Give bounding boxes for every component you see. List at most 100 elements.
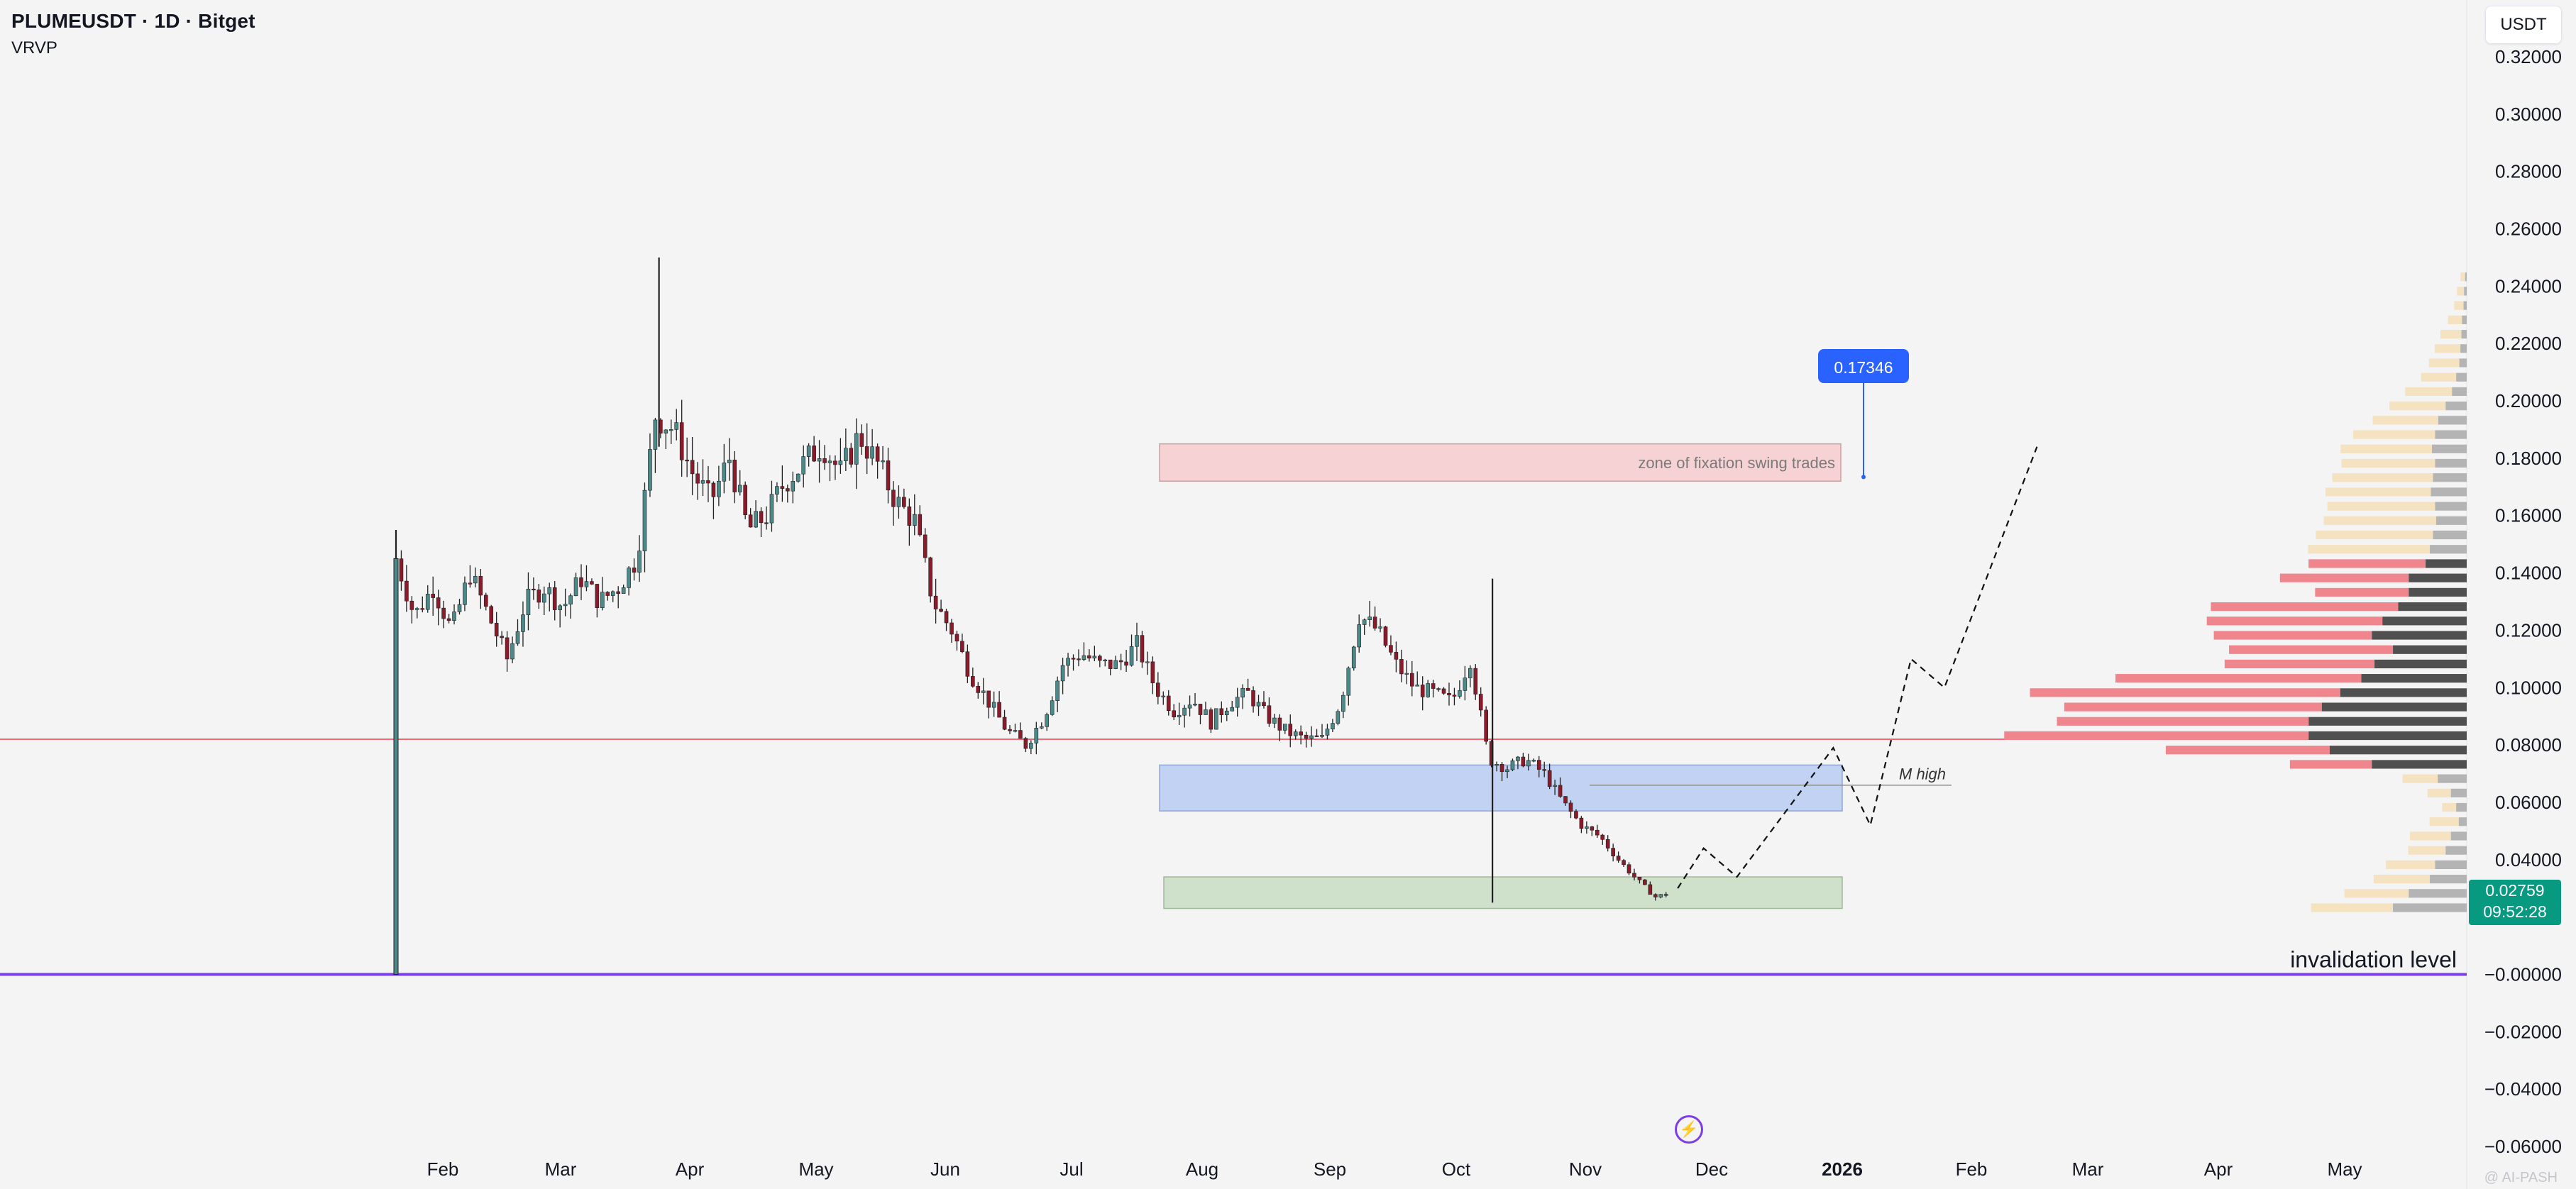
volume-bar-down	[2340, 688, 2467, 697]
x-tick-label: Mar	[2072, 1158, 2104, 1180]
volume-bar-down	[2456, 372, 2467, 382]
volume-bar-up	[2429, 817, 2459, 826]
volume-bar-down	[2435, 458, 2467, 468]
candle-body	[420, 608, 425, 610]
candle-body	[1325, 729, 1330, 736]
volume-bar-up	[2386, 860, 2435, 869]
volume-bar-up	[2442, 802, 2457, 812]
zone-box-2[interactable]	[1159, 764, 1843, 812]
candle-body	[468, 582, 473, 585]
candle-body	[1172, 710, 1176, 718]
candle-body	[425, 594, 430, 610]
candle-body	[1023, 738, 1028, 749]
candle-body	[896, 497, 901, 507]
candle-body	[590, 581, 594, 585]
candle-body	[791, 481, 796, 492]
candle-body	[1209, 709, 1213, 730]
candle-body	[1108, 659, 1113, 669]
volume-bar-down	[2460, 344, 2467, 353]
candle-body	[1547, 770, 1552, 787]
y-tick-label: −0.06000	[2484, 1136, 2562, 1157]
candle-body	[960, 641, 964, 653]
candle-body	[1478, 694, 1483, 711]
candle-body	[1436, 688, 1441, 690]
candle-body	[1077, 658, 1081, 660]
candle-body	[1357, 624, 1361, 648]
candle-body	[706, 480, 710, 484]
candle-body	[541, 593, 546, 603]
candle-body	[1187, 704, 1192, 709]
candle-body	[1574, 811, 1578, 819]
candle-body	[605, 592, 610, 596]
candle-body	[854, 433, 859, 465]
y-tick-label: −0.00000	[2484, 963, 2562, 985]
projection-path[interactable]	[1677, 446, 2038, 889]
zone-box-1[interactable]	[1159, 443, 1842, 482]
volume-bar-down	[2463, 301, 2467, 310]
candle-body	[1182, 707, 1187, 716]
candle-body	[907, 507, 912, 526]
candle-body	[1039, 726, 1044, 729]
candle-body	[436, 597, 441, 609]
candle-body	[737, 485, 742, 492]
x-tick-label: Jul	[1059, 1158, 1083, 1180]
volume-bar-down	[2361, 674, 2467, 683]
indicator-label[interactable]: VRVP	[11, 38, 57, 57]
candle-body	[627, 568, 631, 588]
volume-bar-up	[2229, 645, 2394, 654]
symbol-title[interactable]: PLUMEUSDT · 1D · Bitget	[11, 10, 255, 32]
candle-body	[1198, 704, 1203, 715]
candle-body	[1595, 829, 1600, 836]
lightning-icon[interactable]: ⚡	[1675, 1115, 1703, 1144]
candle-body	[1426, 683, 1430, 697]
candle-body	[1272, 717, 1277, 724]
candle-body	[806, 446, 811, 457]
volume-bar-down	[2450, 831, 2467, 841]
candle-body	[796, 473, 800, 482]
candle-body	[457, 604, 462, 612]
candle-body	[1331, 723, 1335, 729]
candle-body	[1622, 860, 1626, 866]
volume-bar-down	[2321, 702, 2467, 712]
volume-bar-down	[2431, 487, 2467, 497]
candle-body	[483, 594, 488, 607]
candle-body	[981, 690, 986, 693]
volume-bar-up	[2427, 788, 2451, 797]
candle-body	[1351, 646, 1356, 668]
y-tick-label: 0.04000	[2495, 849, 2562, 870]
candle-body	[500, 636, 504, 638]
volume-bar-down	[2329, 746, 2467, 755]
candle-body	[473, 575, 478, 584]
candle-body	[415, 608, 419, 610]
candle-body	[526, 588, 531, 615]
candle-body	[1251, 690, 1255, 707]
candle-body	[1204, 709, 1208, 715]
candle-body	[494, 623, 499, 637]
volume-bar-down	[2431, 444, 2467, 453]
candle-body	[579, 577, 583, 587]
volume-bar-down	[2433, 530, 2467, 540]
candle-body	[431, 594, 436, 598]
candle-body	[1404, 673, 1409, 675]
candle-body	[986, 690, 991, 708]
candle-body	[1304, 734, 1309, 739]
volume-bar-up	[2213, 631, 2372, 640]
candle-body	[1240, 687, 1245, 698]
candle-body	[1362, 619, 1367, 625]
volume-bar-down	[2450, 788, 2467, 797]
candle-body	[950, 622, 954, 635]
volume-bar-up	[2448, 315, 2462, 324]
zone-box-3[interactable]	[1163, 876, 1843, 909]
candle-body	[1066, 658, 1070, 666]
volume-bar-down	[2435, 502, 2467, 511]
volume-bar-down	[2409, 573, 2467, 582]
candle-body	[711, 482, 716, 497]
candle-body	[1336, 711, 1341, 724]
volume-bar-down	[2372, 760, 2467, 769]
target-label-box[interactable]	[1818, 349, 1909, 383]
x-tick-label: 2026	[1822, 1158, 1863, 1180]
candle-body	[754, 511, 758, 528]
currency-button[interactable]: USDT	[2485, 6, 2562, 44]
candle-body	[902, 497, 906, 507]
